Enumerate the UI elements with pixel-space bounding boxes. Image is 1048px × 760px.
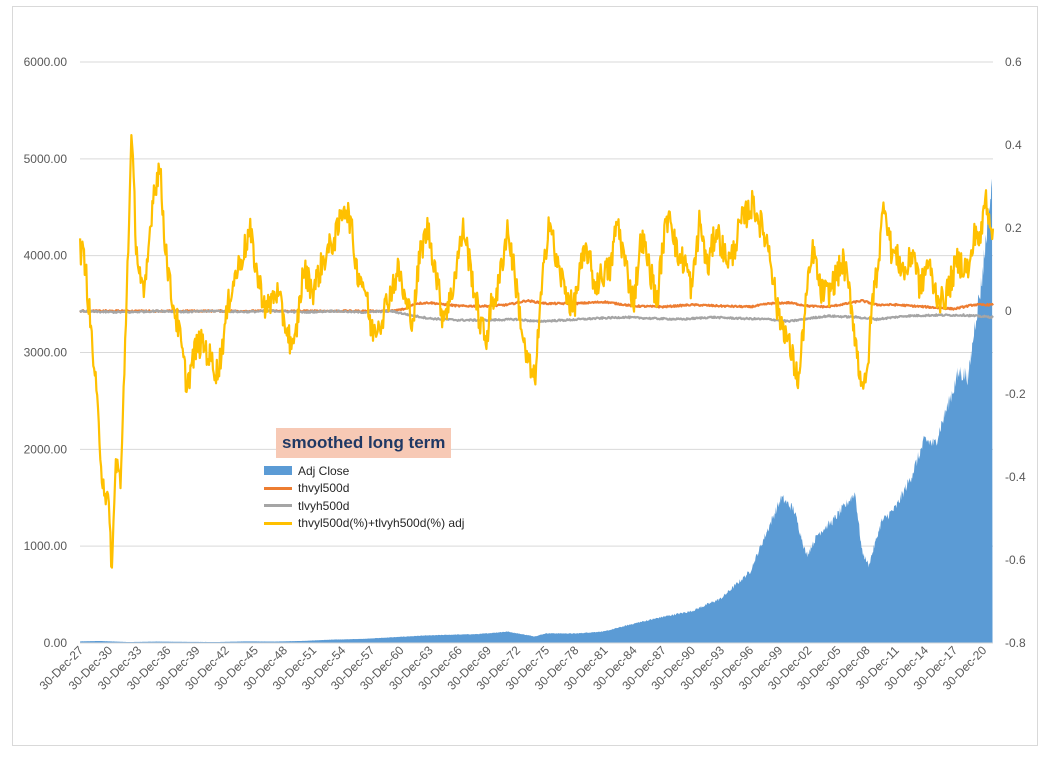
y-left-tick-label: 4000.00	[24, 249, 68, 263]
y-left-tick-label: 6000.00	[24, 55, 68, 69]
legend-swatch	[264, 486, 292, 490]
y-right-tick-label: -0.2	[1005, 387, 1026, 401]
legend-swatch	[264, 504, 292, 508]
y-right-tick-label: 0.6	[1005, 55, 1022, 69]
line-series-tlvyh500d	[79, 309, 994, 323]
y-right-tick-label: 0.2	[1005, 221, 1022, 235]
legend-item-thvyl500d: thvyl500d	[264, 480, 464, 498]
legend-label: tlvyh500d	[298, 498, 350, 513]
y-right-tick-label: -0.6	[1005, 553, 1026, 567]
y-right-tick-label: 0.4	[1005, 138, 1022, 152]
y-right-tick-label: -0.4	[1005, 470, 1026, 484]
area-series-adj-close	[80, 178, 993, 643]
legend-item-tlvyh500d: tlvyh500d	[264, 497, 464, 515]
y-left-tick-label: 5000.00	[24, 152, 68, 166]
annotation-box: smoothed long term	[276, 428, 452, 458]
legend-label: thvyl500d	[298, 481, 350, 496]
legend-swatch	[264, 521, 292, 525]
legend-item-adj-close: Adj Close	[264, 462, 464, 480]
legend-item-combined: thvyl500d(%)+tlvyh500d(%) adj	[264, 515, 464, 533]
chart-frame	[12, 6, 1038, 746]
legend-label: thvyl500d(%)+tlvyh500d(%) adj	[298, 516, 465, 531]
legend: Adj Close thvyl500d tlvyh500d thvyl500d(…	[264, 462, 464, 532]
y-left-tick-label: 1000.00	[24, 539, 68, 553]
annotation-text: smoothed long term	[282, 433, 446, 452]
y-left-tick-label: 2000.00	[24, 442, 68, 456]
y-left-tick-label: 0.00	[44, 636, 68, 650]
line-series-combined	[79, 133, 995, 569]
y-left-tick-label: 3000.00	[24, 346, 68, 360]
y-right-tick-label: -0.8	[1005, 636, 1026, 650]
legend-label: Adj Close	[298, 463, 350, 478]
legend-swatch	[264, 466, 292, 476]
y-right-tick-label: 0	[1005, 304, 1012, 318]
